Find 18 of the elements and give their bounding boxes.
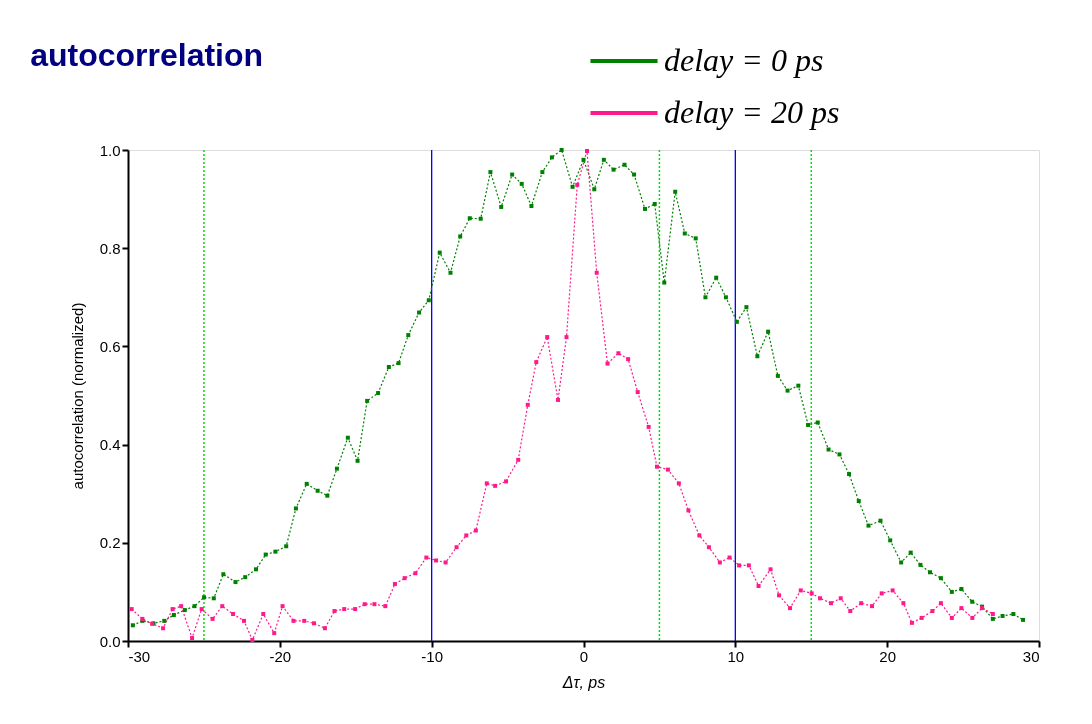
chart-title: autocorrelation	[30, 37, 264, 73]
x-tick-label: 30	[1022, 647, 1040, 665]
y-tick-label: 0.6	[99, 337, 121, 355]
x-tick-label: 20	[879, 647, 897, 665]
x-axis-title: Δτ, ps	[561, 673, 606, 691]
y-tick-label: 0.8	[99, 239, 121, 257]
legend-label: delay = 20 ps	[664, 94, 840, 130]
y-tick-label: 0.4	[99, 436, 121, 454]
x-tick-label: -20	[269, 647, 292, 665]
y-tick-label: 1.0	[99, 141, 121, 159]
legend-label: delay = 0 ps	[664, 42, 824, 78]
y-axis-title: autocorrelation (normalized)	[68, 302, 86, 490]
x-tick-label: 10	[727, 647, 745, 665]
y-tick-label: 0.2	[99, 534, 121, 552]
x-tick-label: -10	[421, 647, 444, 665]
y-tick-label: 0.0	[99, 632, 121, 650]
x-tick-label: 0	[579, 647, 589, 665]
x-tick-label: -30	[128, 647, 151, 665]
